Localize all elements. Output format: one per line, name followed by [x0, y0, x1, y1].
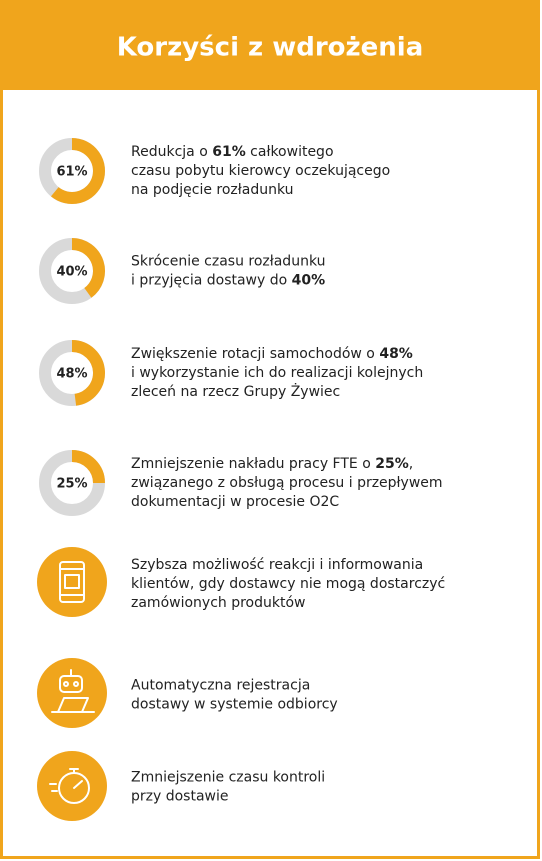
benefit-text: Zmniejszenie nakładu pracy FTE o [131, 456, 375, 472]
benefit-text: całkowitego [246, 144, 334, 160]
benefit-text: Automatyczna rejestracja [131, 678, 310, 694]
benefit-line: Redukcja o 61% całkowitego [131, 144, 334, 160]
benefit-line: związanego z obsługą procesu i przepływe… [131, 475, 443, 491]
benefit-text: Redukcja o [131, 144, 212, 160]
benefit-text: dokumentacji w procesie O2C [131, 494, 339, 510]
benefit-line: zleceń na rzecz Grupy Żywiec [131, 382, 340, 400]
benefit-text: związanego z obsługą procesu i przepływe… [131, 475, 443, 491]
benefit-text: 25% [375, 456, 409, 472]
benefit-text: czasu pobytu kierowcy oczekującego [131, 163, 390, 179]
donut-arc [71, 340, 105, 406]
icon-robot [37, 658, 107, 728]
benefit-text: dostawy w systemie odbiorcy [131, 697, 338, 713]
header-bar [0, 0, 540, 90]
benefit-line: zamówionych produktów [131, 595, 306, 611]
donut-label: 48% [56, 367, 87, 382]
benefit-line: na podjęcie rozładunku [131, 182, 294, 198]
benefit-text: przy dostawie [131, 789, 229, 805]
benefit-text: na podjęcie rozładunku [131, 182, 294, 198]
icon-phone [37, 547, 107, 617]
benefit-text: Zwiększenie rotacji samochodów o [131, 346, 379, 362]
donut-arc [50, 138, 105, 204]
donut-label: 25% [56, 477, 87, 492]
benefit-line: i wykorzystanie ich do realizacji kolejn… [131, 365, 423, 381]
benefit-text: 61% [212, 144, 246, 160]
benefit-text: 40% [292, 273, 326, 289]
benefit-line: Szybsza możliwość reakcji i informowania [131, 557, 423, 573]
benefit-line: dokumentacji w procesie O2C [131, 494, 339, 510]
donut-label: 40% [56, 265, 87, 280]
benefit-line: Skrócenie czasu rozładunku [131, 254, 326, 270]
benefit-text: 48% [379, 346, 413, 362]
icon-stopwatch [37, 751, 107, 821]
benefit-line: klientów, gdy dostawcy nie mogą dostarcz… [131, 576, 445, 592]
benefit-line: czasu pobytu kierowcy oczekującego [131, 163, 390, 179]
benefit-line: i przyjęcia dostawy do 40% [131, 273, 325, 289]
benefit-line: Automatyczna rejestracja [131, 678, 310, 694]
benefit-line: Zmniejszenie czasu kontroli [131, 770, 325, 786]
benefit-text: zamówionych produktów [131, 595, 306, 611]
benefit-text: Szybsza możliwość reakcji i informowania [131, 557, 423, 573]
benefit-line: dostawy w systemie odbiorcy [131, 697, 338, 713]
donut-arc [71, 450, 105, 484]
benefit-text: i przyjęcia dostawy do [131, 273, 292, 289]
benefit-text: zleceń na rzecz Grupy Żywiec [131, 382, 340, 400]
benefit-text: Zmniejszenie czasu kontroli [131, 770, 325, 786]
benefit-line: Zwiększenie rotacji samochodów o 48% [131, 346, 413, 362]
donut-arc [71, 238, 105, 298]
benefit-text: klientów, gdy dostawcy nie mogą dostarcz… [131, 576, 445, 592]
benefit-line: przy dostawie [131, 789, 229, 805]
benefit-text: Skrócenie czasu rozładunku [131, 254, 326, 270]
benefit-line: Zmniejszenie nakładu pracy FTE o 25%, [131, 456, 413, 472]
header-title: Korzyści z wdrożenia [117, 33, 424, 63]
donut-label: 61% [56, 165, 87, 180]
benefit-text: i wykorzystanie ich do realizacji kolejn… [131, 365, 423, 381]
benefit-text: , [409, 456, 413, 472]
